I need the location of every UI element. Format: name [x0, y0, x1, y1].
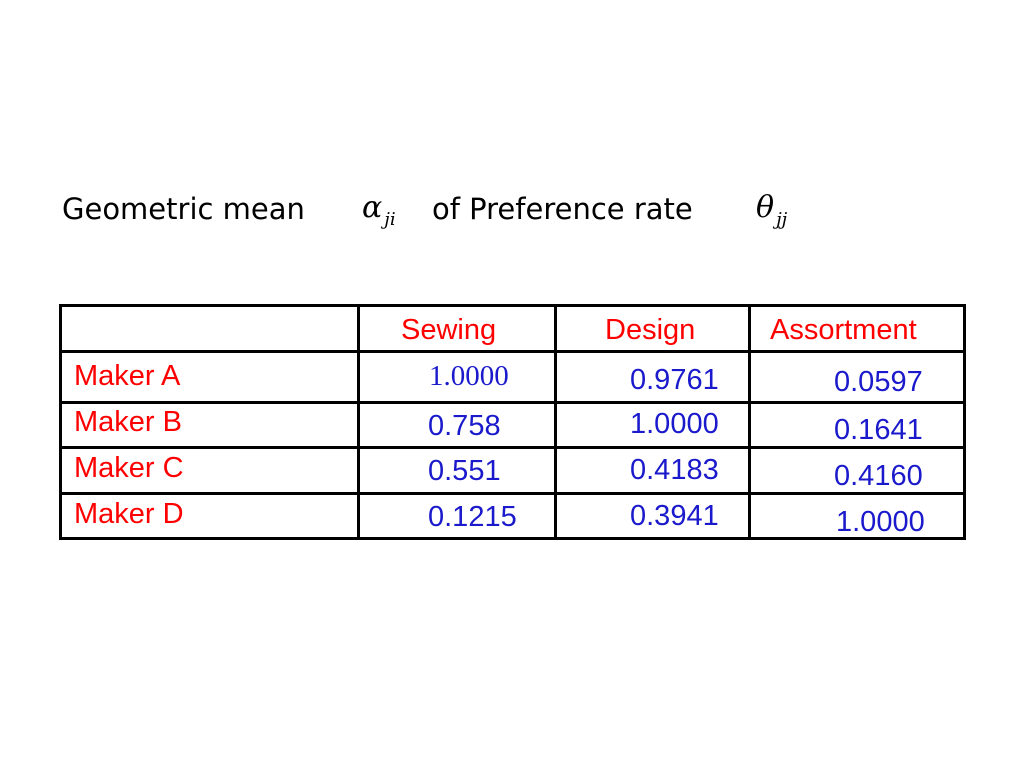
cell-d-assortment: 1.0000: [836, 506, 925, 538]
grid-line-left: [59, 304, 62, 540]
grid-line-right: [963, 304, 966, 540]
alpha-ji-symbol: α ji: [362, 190, 396, 230]
alpha-subscript: ji: [384, 209, 396, 230]
row-label-maker-c: Maker C: [74, 452, 184, 484]
cell-d-design: 0.3941: [630, 500, 719, 532]
grid-line-row-2: [59, 446, 966, 449]
cell-a-sewing: 1.0000: [429, 360, 509, 392]
cell-c-design: 0.4183: [630, 454, 719, 486]
theta-jj-symbol: θ jj: [756, 190, 787, 230]
theta-subscript: jj: [776, 209, 788, 230]
cell-b-design: 1.0000: [630, 408, 719, 440]
cell-a-assortment: 0.0597: [834, 366, 923, 398]
cell-a-design: 0.9761: [630, 364, 719, 396]
grid-line-bottom: [59, 537, 966, 540]
title-prefix: Geometric mean: [62, 192, 305, 226]
grid-line-col-1: [357, 304, 360, 540]
cell-c-assortment: 0.4160: [834, 460, 923, 492]
row-label-maker-b: Maker B: [74, 406, 182, 438]
header-assortment: Assortment: [770, 314, 917, 346]
theta-symbol: θ: [756, 190, 775, 225]
cell-b-assortment: 0.1641: [834, 414, 923, 446]
cell-b-sewing: 0.758: [428, 410, 501, 442]
row-label-maker-d: Maker D: [74, 498, 184, 530]
cell-d-sewing: 0.1215: [428, 501, 517, 533]
grid-line-row-3: [59, 492, 966, 495]
grid-line-col-2: [554, 304, 557, 540]
grid-line-header: [59, 350, 966, 353]
header-design: Design: [605, 314, 696, 346]
row-label-maker-a: Maker A: [74, 360, 181, 392]
grid-line-col-3: [748, 304, 751, 540]
preference-table: Sewing Design Assortment Maker A 1.0000 …: [59, 304, 966, 540]
grid-line-row-1: [59, 401, 966, 404]
header-sewing: Sewing: [401, 314, 497, 346]
title-middle: of Preference rate: [432, 192, 693, 226]
grid-line-top: [59, 304, 966, 307]
cell-c-sewing: 0.551: [428, 455, 501, 487]
alpha-symbol: α: [362, 190, 383, 225]
